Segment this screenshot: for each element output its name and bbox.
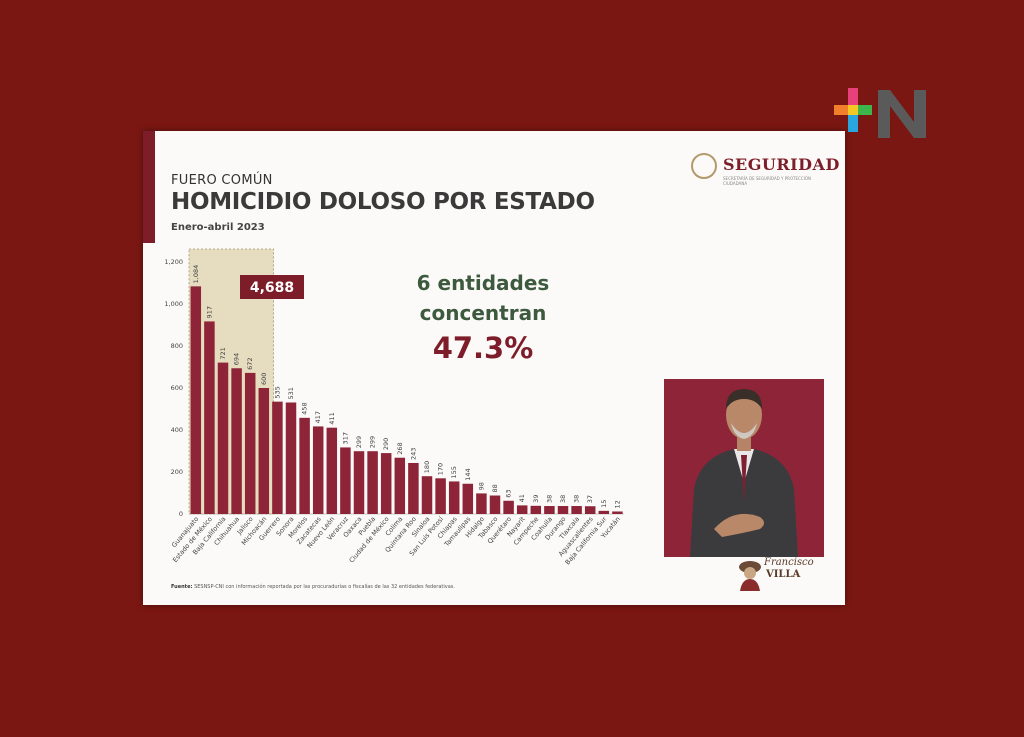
bar [244, 372, 256, 514]
bar-value-label: 88 [491, 484, 499, 492]
bar [557, 506, 569, 514]
y-tick-label: 600 [171, 384, 183, 392]
bar-value-label: 411 [328, 412, 336, 424]
callout-line-1: 6 entidades [416, 271, 550, 295]
bar [544, 506, 555, 514]
bar-value-label: 170 [437, 463, 445, 475]
slide-title: HOMICIDIO DOLOSO POR ESTADO [171, 189, 595, 215]
bar-value-label: 672 [246, 357, 254, 369]
bar [326, 427, 338, 514]
y-tick-label: 0 [179, 510, 183, 518]
bar [516, 505, 528, 514]
y-tick-label: 1,000 [164, 300, 183, 308]
bar [217, 362, 229, 514]
callout-line-2: concentran [419, 301, 547, 325]
bar-value-label: 600 [260, 373, 268, 385]
watermark-line-2: VILLA [766, 569, 801, 580]
y-tick-label: 400 [171, 426, 183, 434]
bar [462, 483, 474, 514]
bar-value-label: 299 [355, 436, 363, 448]
bar [272, 401, 283, 514]
bar [312, 426, 324, 514]
bar [285, 402, 297, 514]
bar [489, 495, 501, 514]
bar [476, 493, 487, 514]
bar [612, 511, 623, 514]
bar [421, 476, 433, 514]
slide-accent-bar [143, 131, 155, 243]
bar-value-label: 98 [477, 482, 485, 490]
bar-value-label: 37 [586, 495, 594, 503]
portrait-icon [739, 561, 761, 591]
bar-value-label: 63 [505, 489, 513, 497]
slide-period: Enero-abril 2023 [171, 222, 265, 233]
bar [394, 457, 406, 514]
sign-language-interpreter [664, 379, 824, 557]
bar [435, 478, 446, 514]
bar [380, 453, 392, 514]
bar-value-label: 299 [369, 436, 377, 448]
bar-value-label: 41 [518, 494, 526, 502]
callout-percentage: 47.3% [432, 331, 534, 365]
bar [530, 505, 542, 514]
bar [204, 321, 215, 514]
channel-logo [834, 88, 926, 138]
bar-value-label: 317 [341, 432, 349, 444]
y-tick-label: 200 [171, 468, 183, 476]
slide-kicker: FUERO COMÚN [171, 173, 273, 188]
presentation-slide: FUERO COMÚN HOMICIDIO DOLOSO POR ESTADO … [143, 131, 845, 605]
bar-value-label: 535 [273, 386, 281, 398]
bar [448, 481, 460, 514]
source-note: Fuente: SESNSP-CNI con información repor… [171, 584, 455, 590]
bar-value-label: 243 [409, 448, 417, 460]
bar [231, 368, 242, 514]
bar-value-label: 290 [382, 438, 390, 450]
source-label: Fuente: [171, 584, 193, 590]
bar [503, 500, 514, 514]
bar-value-label: 38 [559, 495, 567, 503]
bar-value-label: 15 [600, 500, 608, 508]
bar-value-label: 39 [532, 495, 540, 503]
bar [340, 447, 351, 514]
bar-value-label: 531 [287, 387, 295, 399]
bar [367, 451, 378, 514]
bar [258, 388, 270, 514]
seguridad-logo: SEGURIDAD SECRETARÍA DE SEGURIDAD Y PROT… [691, 153, 839, 189]
bar [353, 451, 365, 514]
bar-value-label: 417 [314, 411, 322, 423]
bar-value-label: 721 [219, 347, 227, 359]
bar [299, 417, 310, 514]
bar-value-label: 694 [233, 353, 241, 365]
highlight-total-badge [240, 275, 304, 299]
source-text: SESNSP-CNI con información reportada por… [194, 584, 455, 590]
bar [571, 506, 582, 514]
bar-value-label: 458 [301, 402, 309, 414]
brand-subtitle: SECRETARÍA DE SEGURIDAD Y PROTECCIÓN CIU… [723, 176, 811, 186]
y-tick-label: 800 [171, 342, 183, 350]
brand-name: SEGURIDAD [723, 155, 840, 174]
seal-icon [691, 153, 717, 179]
bar-value-label: 38 [573, 495, 581, 503]
bar [190, 286, 202, 514]
bar-chart: 4,68802004006008001,0001,2001,084Guanaju… [164, 248, 625, 566]
bar-value-label: 180 [423, 461, 431, 473]
bar [408, 462, 419, 514]
bar-value-label: 917 [205, 306, 213, 318]
bar-value-label: 1,084 [192, 265, 200, 284]
watermark-line-1: Francisco [764, 557, 814, 568]
highlight-total-label: 4,688 [250, 280, 294, 296]
bar [584, 506, 596, 514]
bar-value-label: 38 [545, 495, 553, 503]
y-tick-label: 1,200 [164, 258, 183, 266]
bar-value-label: 12 [613, 500, 621, 508]
bar-value-label: 155 [450, 466, 458, 478]
bar-value-label: 144 [464, 468, 472, 480]
bar-value-label: 268 [396, 442, 404, 454]
watermark: Francisco VILLA [738, 557, 828, 593]
bar [598, 510, 610, 514]
